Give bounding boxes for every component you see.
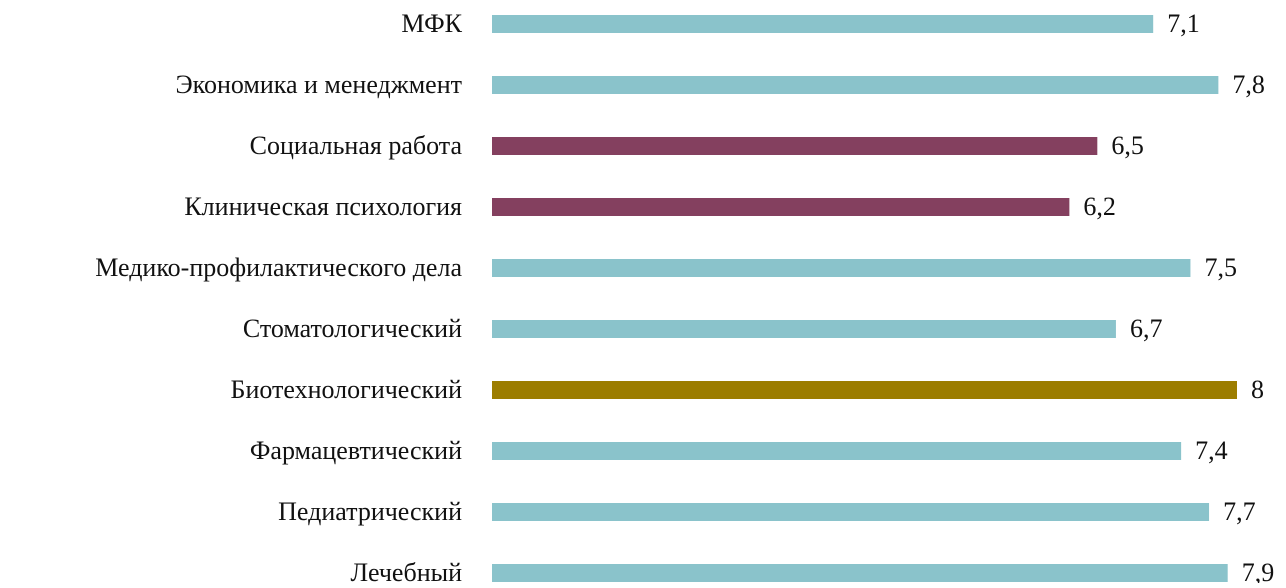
category-label: Экономика и менеджмент bbox=[175, 70, 462, 99]
category-label: Педиатрический bbox=[278, 497, 462, 526]
value-label: 7,4 bbox=[1195, 436, 1228, 465]
value-label: 7,7 bbox=[1223, 497, 1256, 526]
value-label: 7,9 bbox=[1242, 558, 1275, 583]
category-label: Стоматологический bbox=[243, 314, 462, 343]
bar bbox=[492, 137, 1098, 155]
bar bbox=[492, 76, 1219, 94]
bar bbox=[492, 15, 1154, 33]
bar bbox=[492, 503, 1210, 521]
value-label: 6,2 bbox=[1083, 192, 1116, 221]
category-label: Фармацевтический bbox=[250, 436, 462, 465]
category-label: Лечебный bbox=[351, 558, 463, 583]
bar bbox=[492, 442, 1182, 460]
value-label: 6,7 bbox=[1130, 314, 1163, 343]
bar bbox=[492, 564, 1228, 582]
category-label: Биотехнологический bbox=[231, 375, 463, 404]
value-label: 8 bbox=[1251, 375, 1264, 404]
value-label: 7,1 bbox=[1167, 9, 1200, 38]
category-label: Медико-профилактического дела bbox=[95, 253, 462, 282]
category-label: Социальная работа bbox=[250, 131, 463, 160]
value-label: 7,8 bbox=[1232, 70, 1265, 99]
bar bbox=[492, 381, 1237, 399]
bar bbox=[492, 320, 1116, 338]
value-label: 7,5 bbox=[1204, 253, 1237, 282]
bar bbox=[492, 259, 1191, 277]
bar bbox=[492, 198, 1070, 216]
category-label: Клиническая психология bbox=[184, 192, 462, 221]
category-label: МФК bbox=[401, 9, 462, 38]
value-label: 6,5 bbox=[1111, 131, 1144, 160]
